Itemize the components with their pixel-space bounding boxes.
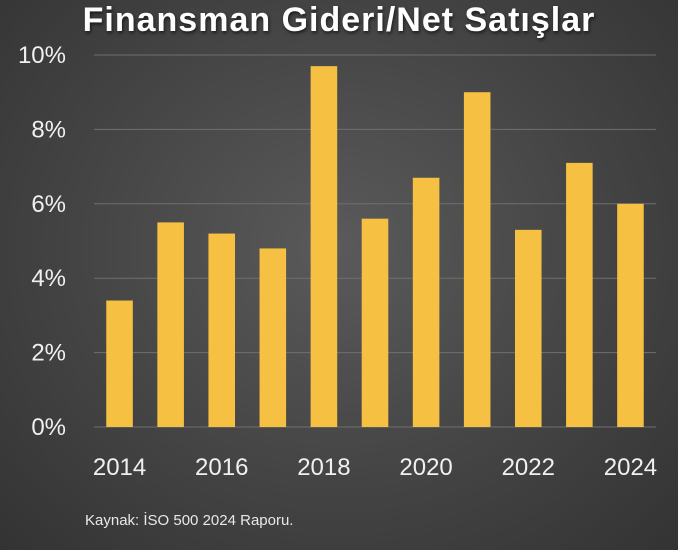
y-tick-label: 6% [31, 191, 66, 218]
bar-2020 [412, 177, 440, 427]
y-tick-label: 4% [31, 265, 66, 292]
y-tick-label: 10% [18, 42, 66, 69]
bar-2017 [259, 248, 287, 427]
y-tick-label: 0% [31, 414, 66, 441]
chart-title: Finansman Gideri/Net Satışlar [82, 1, 596, 39]
x-axis-tick-labels: 2014 2016 2018 2020 2022 2024 [93, 454, 657, 481]
bar-2015 [157, 222, 184, 427]
x-tick-label: 2016 [195, 454, 248, 481]
bar-2021 [463, 92, 491, 427]
x-tick-label: 2020 [399, 454, 452, 481]
bar-2014 [106, 300, 133, 427]
x-tick-label: 2014 [93, 454, 146, 481]
bars [106, 66, 644, 427]
bar-2024 [617, 203, 644, 427]
bar-2022 [514, 229, 542, 427]
x-tick-label: 2018 [297, 454, 350, 481]
bar-2023 [566, 162, 593, 427]
y-tick-label: 2% [31, 340, 66, 367]
bar-2016 [208, 233, 236, 427]
x-tick-label: 2024 [604, 454, 657, 481]
y-axis-tick-labels: 0% 2% 4% 6% 8% 10% [18, 42, 66, 441]
x-tick-label: 2022 [502, 454, 555, 481]
y-tick-label: 8% [31, 116, 66, 143]
source-note: Kaynak: İSO 500 2024 Raporu. [85, 512, 294, 529]
bar-2019 [361, 218, 389, 427]
bar-2018 [310, 66, 338, 427]
